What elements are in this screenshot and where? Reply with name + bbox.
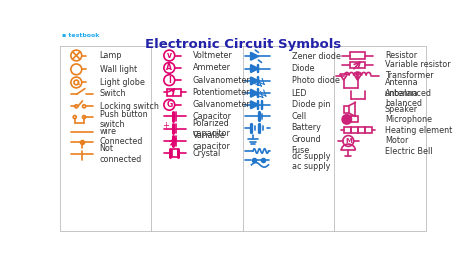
Text: +: + — [162, 121, 169, 130]
Text: Ammeter: Ammeter — [192, 63, 230, 72]
Text: Variable resistor: Variable resistor — [385, 60, 450, 69]
Text: M: M — [345, 138, 352, 144]
Text: Not
connected: Not connected — [100, 144, 142, 164]
Text: Diode pin: Diode pin — [292, 100, 330, 109]
Polygon shape — [251, 65, 258, 72]
Polygon shape — [251, 77, 258, 85]
Text: Antenna
balanced: Antenna balanced — [385, 89, 422, 108]
Bar — [344, 106, 349, 113]
Text: Motor: Motor — [385, 136, 408, 146]
Bar — [351, 127, 357, 133]
Polygon shape — [251, 89, 258, 97]
Text: wire: wire — [100, 127, 117, 136]
Text: A: A — [166, 63, 172, 72]
Text: Crystal: Crystal — [192, 149, 221, 158]
Text: Microphone: Microphone — [385, 115, 432, 124]
Bar — [351, 116, 357, 123]
Text: Ground: Ground — [292, 135, 321, 144]
Text: Transformer: Transformer — [385, 71, 433, 80]
Text: Varialbe
capacitor: Varialbe capacitor — [192, 131, 230, 151]
Text: Light globe: Light globe — [100, 78, 145, 87]
Bar — [365, 127, 372, 133]
Text: Wall light: Wall light — [100, 65, 137, 74]
Text: Speaker: Speaker — [385, 105, 418, 114]
Bar — [350, 52, 365, 59]
Text: Push button
switch: Push button switch — [100, 110, 147, 129]
Text: Heating element: Heating element — [385, 126, 452, 135]
Bar — [167, 89, 181, 96]
Text: Voltmeter: Voltmeter — [192, 51, 232, 60]
Text: I: I — [168, 76, 171, 85]
Text: Diode: Diode — [292, 64, 315, 73]
Text: Zener diode: Zener diode — [292, 52, 341, 61]
Text: Galvanometer: Galvanometer — [192, 76, 250, 85]
Text: Antenna
unbalanced: Antenna unbalanced — [385, 78, 432, 97]
Text: Battery: Battery — [292, 123, 322, 132]
Circle shape — [342, 115, 351, 124]
Text: LED: LED — [292, 89, 307, 98]
Bar — [60, 46, 426, 231]
Text: v: v — [167, 51, 172, 60]
Text: Potentiometer: Potentiometer — [192, 88, 250, 97]
Text: Galvanometer: Galvanometer — [192, 100, 250, 109]
Text: dc supply
ac supply: dc supply ac supply — [292, 152, 330, 171]
Text: Fuse: Fuse — [292, 147, 310, 156]
Text: ▪ testbook: ▪ testbook — [63, 33, 100, 38]
Bar — [344, 127, 351, 133]
Text: Capacitor: Capacitor — [192, 112, 232, 121]
Bar — [350, 62, 365, 68]
Text: Resistor: Resistor — [385, 51, 417, 60]
Text: G: G — [166, 100, 173, 109]
Text: Locking switch: Locking switch — [100, 102, 158, 111]
Text: Electronic Circuit Symbols: Electronic Circuit Symbols — [145, 38, 341, 51]
Text: Electric Bell: Electric Bell — [385, 147, 432, 156]
Text: Cell: Cell — [292, 112, 307, 121]
Text: Switch: Switch — [100, 89, 126, 99]
Text: Connected: Connected — [100, 137, 143, 146]
Text: Photo diode: Photo diode — [292, 76, 340, 85]
Text: Lamp: Lamp — [100, 51, 122, 60]
Polygon shape — [251, 101, 258, 109]
Text: Polarized
capacitor: Polarized capacitor — [192, 119, 230, 138]
Bar — [357, 127, 365, 133]
Bar — [172, 149, 178, 157]
Polygon shape — [251, 52, 258, 60]
